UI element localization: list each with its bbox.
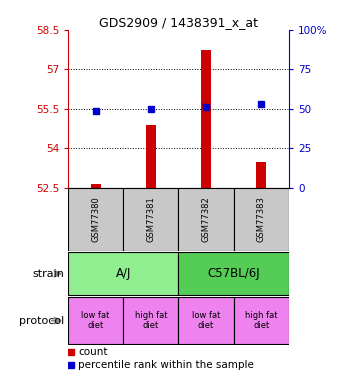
Bar (201, 50, 211, 188)
Text: count: count (78, 346, 107, 357)
Title: GDS2909 / 1438391_x_at: GDS2909 / 1438391_x_at (99, 16, 258, 29)
Bar (234, 297, 289, 344)
Bar (68, 252, 178, 296)
Text: percentile rank within the sample: percentile rank within the sample (78, 360, 254, 370)
Text: GSM77380: GSM77380 (91, 196, 100, 242)
Text: low fat
diet: low fat diet (82, 311, 110, 330)
Bar (234, 188, 289, 251)
Text: GSM77381: GSM77381 (147, 196, 155, 242)
Bar (178, 252, 289, 296)
Text: high fat
diet: high fat diet (245, 311, 278, 330)
Bar (178, 188, 234, 251)
Text: high fat
diet: high fat diet (135, 311, 167, 330)
Bar (68, 297, 123, 344)
Text: GSM77382: GSM77382 (202, 196, 210, 242)
Text: low fat
diet: low fat diet (192, 311, 220, 330)
Bar (123, 297, 178, 344)
Text: C57BL/6J: C57BL/6J (207, 267, 260, 280)
Text: strain: strain (33, 269, 65, 279)
Bar (91, 184, 101, 188)
Bar (68, 188, 123, 251)
Bar (256, 162, 266, 188)
Text: protocol: protocol (19, 316, 65, 326)
Text: A/J: A/J (116, 267, 131, 280)
Bar (146, 125, 156, 188)
Text: GSM77383: GSM77383 (257, 196, 266, 242)
Bar (123, 188, 178, 251)
Bar (178, 297, 234, 344)
